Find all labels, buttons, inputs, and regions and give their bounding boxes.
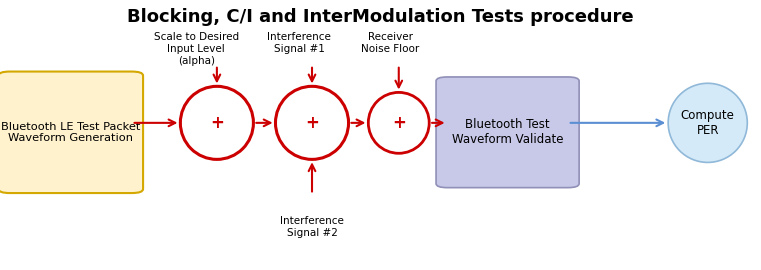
Ellipse shape — [668, 83, 747, 163]
FancyBboxPatch shape — [0, 72, 143, 193]
Text: Bluetooth LE Test Packet
Waveform Generation: Bluetooth LE Test Packet Waveform Genera… — [1, 122, 141, 143]
Text: +: + — [210, 114, 224, 132]
Text: +: + — [305, 114, 319, 132]
Text: Blocking, C/I and InterModulation Tests procedure: Blocking, C/I and InterModulation Tests … — [127, 8, 634, 26]
Ellipse shape — [180, 86, 253, 159]
Text: Bluetooth Test
Waveform Validate: Bluetooth Test Waveform Validate — [452, 118, 563, 146]
Text: Compute
PER: Compute PER — [681, 109, 734, 137]
Ellipse shape — [368, 92, 429, 153]
Text: Interference
Signal #1: Interference Signal #1 — [267, 32, 331, 54]
Text: +: + — [392, 114, 406, 132]
FancyBboxPatch shape — [436, 77, 579, 188]
Text: Interference
Signal #2: Interference Signal #2 — [280, 216, 344, 238]
Text: Receiver
Noise Floor: Receiver Noise Floor — [361, 32, 419, 54]
Text: Scale to Desired
Input Level
(alpha): Scale to Desired Input Level (alpha) — [154, 32, 239, 66]
Ellipse shape — [275, 86, 349, 159]
